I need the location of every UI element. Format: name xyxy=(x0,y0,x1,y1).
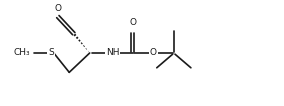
Text: CH₃: CH₃ xyxy=(13,49,30,57)
Text: O: O xyxy=(130,18,136,27)
Text: O: O xyxy=(150,49,157,57)
Text: S: S xyxy=(48,49,54,57)
Text: O: O xyxy=(54,4,61,13)
Text: NH: NH xyxy=(106,49,119,57)
